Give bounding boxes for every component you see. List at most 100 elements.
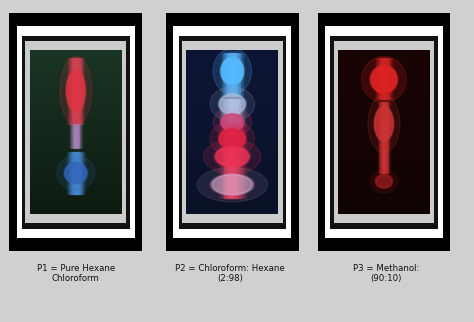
FancyArrow shape: [230, 53, 232, 96]
FancyArrow shape: [83, 58, 84, 124]
FancyArrow shape: [80, 58, 81, 124]
FancyArrow shape: [230, 124, 231, 198]
FancyArrow shape: [242, 53, 243, 96]
FancyArrow shape: [236, 99, 237, 124]
FancyArrow shape: [375, 58, 376, 99]
Ellipse shape: [375, 174, 393, 189]
Ellipse shape: [212, 175, 253, 194]
Ellipse shape: [375, 107, 393, 140]
FancyArrow shape: [387, 58, 388, 99]
FancyArrow shape: [77, 152, 78, 194]
FancyArrow shape: [389, 102, 390, 173]
FancyArrow shape: [74, 152, 75, 194]
FancyArrow shape: [232, 124, 233, 198]
FancyArrow shape: [235, 53, 236, 96]
FancyArrow shape: [225, 53, 226, 96]
Ellipse shape: [370, 65, 398, 94]
Ellipse shape: [203, 139, 261, 174]
FancyArrow shape: [76, 124, 77, 148]
FancyArrow shape: [389, 58, 390, 99]
FancyArrow shape: [237, 124, 238, 198]
FancyArrow shape: [82, 58, 83, 124]
FancyArrow shape: [74, 58, 75, 124]
FancyArrow shape: [378, 102, 379, 173]
FancyArrow shape: [385, 102, 386, 173]
FancyArrow shape: [222, 53, 223, 96]
FancyArrow shape: [235, 99, 236, 124]
FancyArrow shape: [221, 124, 222, 198]
FancyArrow shape: [377, 58, 378, 99]
FancyArrow shape: [237, 53, 238, 96]
FancyArrow shape: [74, 152, 75, 194]
FancyArrow shape: [240, 124, 241, 198]
FancyArrow shape: [78, 124, 79, 148]
FancyArrow shape: [236, 124, 237, 198]
FancyArrow shape: [222, 99, 224, 124]
FancyArrow shape: [75, 58, 76, 124]
FancyArrow shape: [228, 99, 230, 124]
FancyArrow shape: [79, 58, 80, 124]
FancyArrow shape: [379, 58, 380, 99]
FancyArrow shape: [388, 102, 389, 173]
FancyArrow shape: [80, 152, 81, 194]
FancyArrow shape: [238, 53, 239, 96]
FancyArrow shape: [223, 99, 225, 124]
Ellipse shape: [210, 121, 255, 156]
FancyArrow shape: [81, 58, 82, 124]
FancyArrow shape: [243, 124, 244, 198]
FancyArrow shape: [80, 124, 81, 148]
FancyArrow shape: [384, 58, 385, 99]
FancyArrow shape: [381, 58, 382, 99]
FancyArrow shape: [71, 152, 72, 194]
FancyArrow shape: [381, 102, 382, 173]
Ellipse shape: [66, 69, 86, 113]
FancyArrow shape: [71, 124, 72, 148]
FancyArrow shape: [380, 58, 381, 99]
FancyArrow shape: [226, 53, 227, 96]
FancyArrow shape: [238, 124, 239, 198]
FancyArrow shape: [235, 124, 236, 198]
FancyArrow shape: [71, 58, 72, 124]
FancyArrow shape: [244, 124, 245, 198]
FancyArrow shape: [225, 124, 226, 198]
FancyArrow shape: [229, 53, 230, 96]
FancyArrow shape: [237, 99, 238, 124]
Ellipse shape: [370, 170, 398, 193]
FancyArrow shape: [81, 124, 82, 148]
FancyArrow shape: [80, 124, 81, 148]
FancyArrow shape: [79, 152, 80, 194]
FancyArrow shape: [382, 58, 383, 99]
Ellipse shape: [213, 108, 252, 137]
FancyArrow shape: [377, 58, 378, 99]
Ellipse shape: [213, 48, 252, 94]
FancyArrow shape: [72, 124, 73, 148]
FancyArrow shape: [82, 152, 83, 194]
FancyArrow shape: [82, 152, 83, 194]
FancyArrow shape: [241, 53, 242, 96]
Ellipse shape: [218, 128, 246, 149]
FancyArrow shape: [69, 152, 70, 194]
FancyArrow shape: [220, 124, 221, 198]
Text: P1 = Pure Hexane
Chloroform: P1 = Pure Hexane Chloroform: [36, 264, 115, 283]
FancyArrow shape: [79, 124, 80, 148]
Ellipse shape: [221, 58, 243, 84]
FancyArrow shape: [231, 53, 232, 96]
FancyArrow shape: [223, 124, 224, 198]
FancyArrow shape: [230, 53, 231, 96]
FancyArrow shape: [379, 102, 380, 173]
FancyArrow shape: [221, 53, 222, 96]
FancyArrow shape: [386, 58, 387, 99]
FancyArrow shape: [237, 53, 239, 96]
FancyArrow shape: [68, 58, 69, 124]
Ellipse shape: [218, 93, 246, 115]
Ellipse shape: [368, 95, 400, 153]
FancyArrow shape: [69, 152, 70, 194]
FancyArrow shape: [379, 58, 380, 99]
FancyArrow shape: [233, 124, 234, 198]
FancyArrow shape: [224, 99, 225, 124]
Ellipse shape: [56, 156, 95, 190]
FancyArrow shape: [72, 152, 73, 194]
FancyArrow shape: [378, 58, 379, 99]
FancyArrow shape: [242, 99, 243, 124]
FancyArrow shape: [78, 152, 79, 194]
